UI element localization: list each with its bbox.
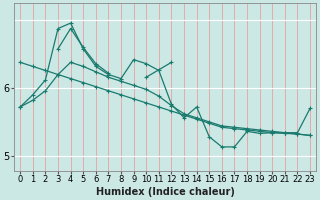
X-axis label: Humidex (Indice chaleur): Humidex (Indice chaleur) (96, 187, 235, 197)
